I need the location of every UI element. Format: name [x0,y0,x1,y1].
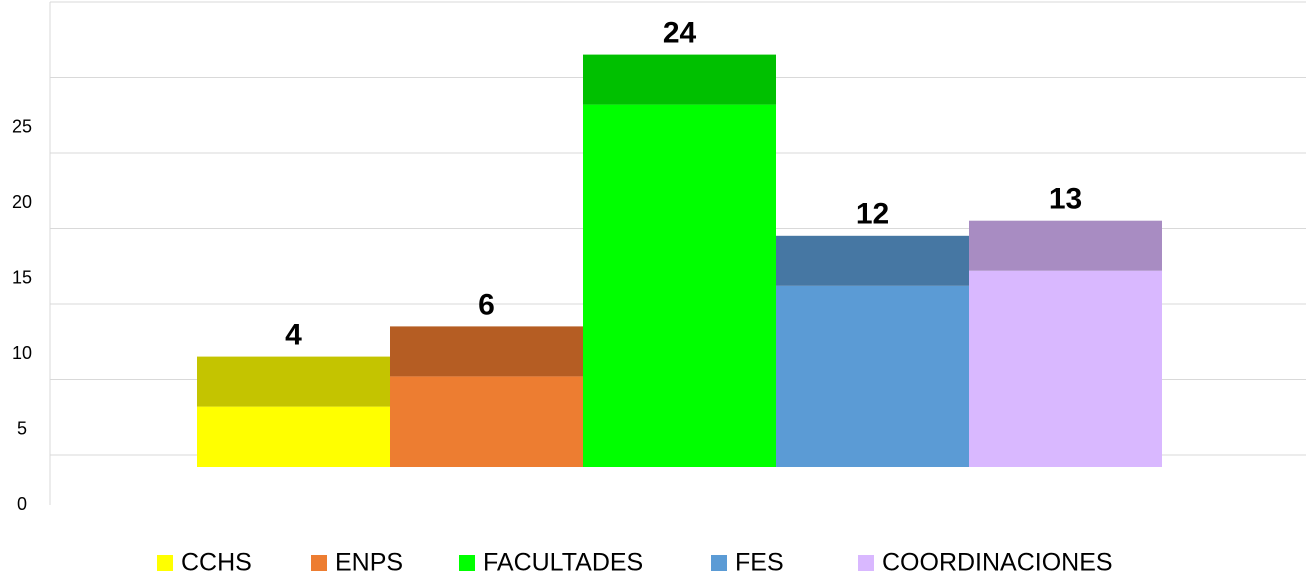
legend-label: FES [735,549,784,577]
y-tick-label: 0 [17,494,27,514]
value-label: 6 [478,288,495,321]
bar [583,104,776,467]
legend-label: COORDINACIONES [882,549,1113,577]
y-tick-label: 5 [17,418,27,438]
bar [969,270,1162,467]
legend-swatch [157,555,173,571]
value-label: 13 [1049,183,1082,216]
legend-swatch [459,555,475,571]
y-tick-label: 10 [12,343,32,363]
bar-top [776,235,969,286]
bar-top [390,326,583,377]
legend-swatch [711,555,727,571]
bar [776,285,969,467]
legend-label: FACULTADES [483,549,643,577]
legend-swatch [311,555,327,571]
value-label: 4 [285,319,302,352]
y-tick-label: 20 [12,192,32,212]
y-tick-label: 15 [12,267,32,287]
y-tick-label: 25 [12,116,32,136]
value-label: 24 [663,17,697,50]
bar-top [583,54,776,105]
bar-top [197,356,390,407]
bar-top [969,220,1162,271]
bar [390,376,583,467]
value-label: 12 [856,198,889,231]
legend-label: CCHS [181,549,252,577]
legend-swatch [858,555,874,571]
legend-label: ENPS [335,549,403,577]
bar [197,406,390,467]
